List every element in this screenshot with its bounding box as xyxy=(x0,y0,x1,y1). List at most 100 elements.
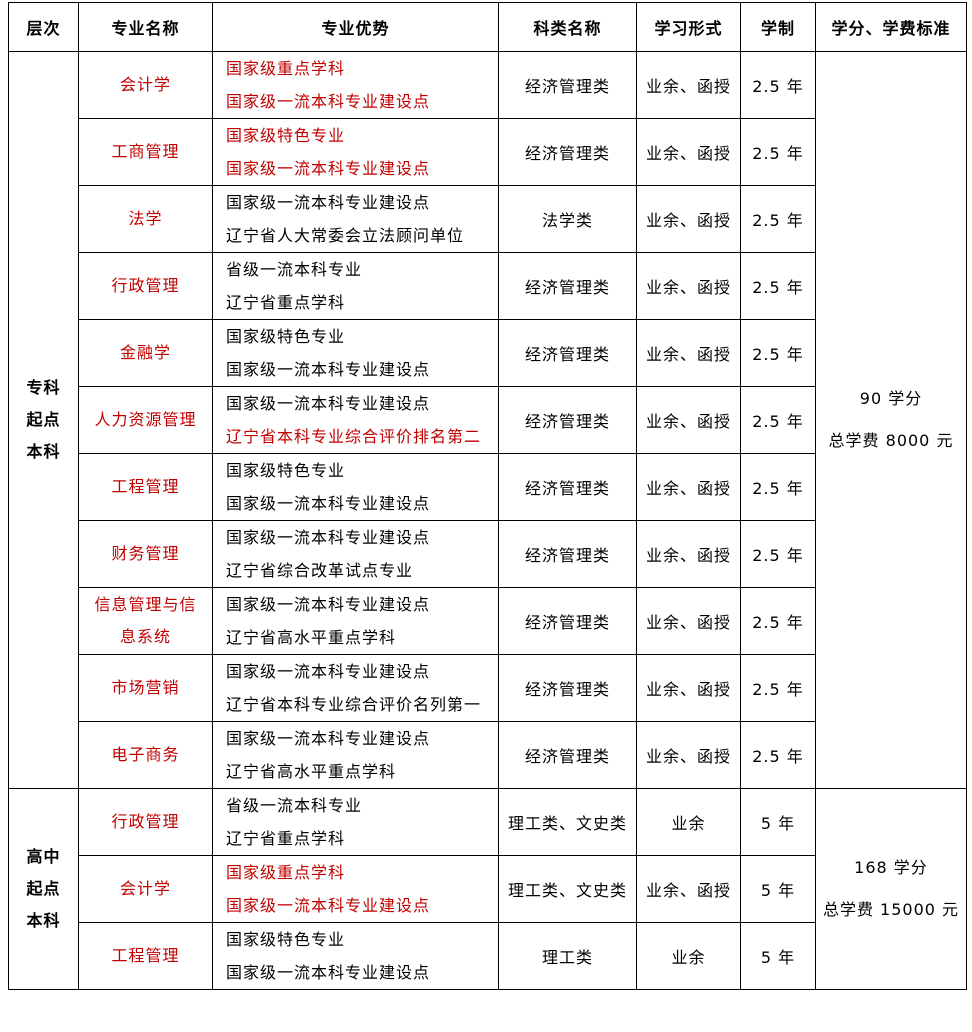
major-name: 会计学 xyxy=(119,75,171,94)
study-form-cell: 业余、函授 xyxy=(636,386,741,454)
header-advantage: 专业优势 xyxy=(212,2,499,52)
credit-fee-line: 总学费 15000 元 xyxy=(822,900,960,919)
advantage-line: 辽宁省高水平重点学科 xyxy=(226,628,397,647)
table-row: 财务管理 国家级一流本科专业建设点 辽宁省综合改革试点专业 经济管理类 业余、函授 2.5… xyxy=(9,520,967,588)
major-name-cell: 市场营销 xyxy=(78,654,213,722)
category-cell: 经济管理类 xyxy=(498,118,637,186)
study-form-cell: 业余、函授 xyxy=(636,319,741,387)
table-row: 电子商务 国家级一流本科专业建设点 辽宁省高水平重点学科 经济管理类 业余、函授 2.5 … xyxy=(9,721,967,789)
category-cell: 经济管理类 xyxy=(498,654,637,722)
study-form-cell: 业余、函授 xyxy=(636,520,741,588)
advantage-line: 国家级一流本科专业建设点 xyxy=(226,662,431,681)
level-label: 起点 xyxy=(26,879,61,898)
major-name: 人力资源管理 xyxy=(94,410,197,429)
study-form-cell: 业余 xyxy=(636,788,741,856)
duration-cell: 5 年 xyxy=(740,855,816,923)
major-name: 会计学 xyxy=(119,879,171,898)
category-cell: 理工类、文史类 xyxy=(498,788,637,856)
table-row: 市场营销 国家级一流本科专业建设点 辽宁省本科专业综合评价名列第一 经济管理类 业余、函… xyxy=(9,654,967,722)
advantage-line: 国家级重点学科 xyxy=(226,863,346,882)
category-cell: 经济管理类 xyxy=(498,520,637,588)
advantage-cell: 国家级重点学科国家级一流本科专业建设点 xyxy=(212,855,499,923)
duration-cell: 2.5 年 xyxy=(740,721,816,789)
major-name: 信息管理与信息系统 xyxy=(94,595,197,646)
duration-cell: 2.5 年 xyxy=(740,386,816,454)
study-form-cell: 业余、函授 xyxy=(636,587,741,655)
duration-cell: 2.5 年 xyxy=(740,319,816,387)
advantage-line: 国家级一流本科专业建设点 xyxy=(226,494,431,513)
duration-cell: 2.5 年 xyxy=(740,453,816,521)
advantage-line: 国家级一流本科专业建设点 xyxy=(226,394,431,413)
advantage-cell: 国家级特色专业国家级一流本科专业建设点 xyxy=(212,453,499,521)
table-row: 工程管理 国家级特色专业 国家级一流本科专业建设点 理工类 业余 5 年 xyxy=(9,922,967,990)
category-cell: 理工类、文史类 xyxy=(498,855,637,923)
header-credit-fee: 学分、学费标准 xyxy=(815,2,967,52)
advantage-line: 国家级一流本科专业建设点 xyxy=(226,595,431,614)
duration-cell: 2.5 年 xyxy=(740,520,816,588)
advantage-line: 辽宁省重点学科 xyxy=(226,293,346,312)
advantage-line: 辽宁省重点学科 xyxy=(226,829,346,848)
advantage-line: 省级一流本科专业 xyxy=(226,796,363,815)
major-name-cell: 行政管理 xyxy=(78,252,213,320)
major-name-cell: 财务管理 xyxy=(78,520,213,588)
major-name-cell: 工程管理 xyxy=(78,453,213,521)
major-name-cell: 会计学 xyxy=(78,51,213,119)
advantage-line: 国家级特色专业 xyxy=(226,461,346,480)
major-name-cell: 人力资源管理 xyxy=(78,386,213,454)
level-label: 本科 xyxy=(26,442,61,461)
category-cell: 经济管理类 xyxy=(498,252,637,320)
duration-cell: 2.5 年 xyxy=(740,654,816,722)
major-name-cell: 法学 xyxy=(78,185,213,253)
level-label: 高中 xyxy=(26,847,61,866)
category-cell: 经济管理类 xyxy=(498,721,637,789)
category-cell: 理工类 xyxy=(498,922,637,990)
major-name: 电子商务 xyxy=(111,745,180,764)
major-name: 金融学 xyxy=(119,343,171,362)
table-row: 工程管理 国家级特色专业 国家级一流本科专业建设点 经济管理类 业余、函授 2.5 年 xyxy=(9,453,967,521)
advantage-cell: 国家级特色专业 国家级一流本科专业建设点 xyxy=(212,118,499,186)
major-name: 行政管理 xyxy=(111,276,180,295)
credit-fee-line: 总学费 8000 元 xyxy=(828,431,954,450)
category-cell: 经济管理类 xyxy=(498,319,637,387)
advantage-cell: 国家级一流本科专业建设点 辽宁省高水平重点学科 xyxy=(212,721,499,789)
table-row: 信息管理与信息系统 国家级一流本科专业建设点 辽宁省高水平重点学科 经济管理类 业余、函… xyxy=(9,587,967,655)
advantage-cell: 国家级特色专业 国家级一流本科专业建设点 xyxy=(212,319,499,387)
advantage-cell: 国家级重点学科 国家级一流本科专业建设点 xyxy=(212,51,499,119)
advantage-line: 辽宁省人大常委会立法顾问单位 xyxy=(226,226,465,245)
table-row: 金融学 国家级特色专业 国家级一流本科专业建设点 经济管理类 业余、函授 2.5 年 xyxy=(9,319,967,387)
advantage-cell: 国家级特色专业 国家级一流本科专业建设点 xyxy=(212,922,499,990)
advantage-line: 国家级一流本科专业建设点 xyxy=(226,159,431,178)
study-form-cell: 业余、函授 xyxy=(636,51,741,119)
table-row: 人力资源管理 国家级一流本科专业建设点 辽宁省本科专业综合评价排名第二 经济管理类 业余… xyxy=(9,386,967,454)
level-label: 起点 xyxy=(26,410,61,429)
major-name: 工商管理 xyxy=(111,142,180,161)
advantage-line: 辽宁省综合改革试点专业 xyxy=(226,561,414,580)
category-cell: 经济管理类 xyxy=(498,386,637,454)
major-name-cell: 会计学 xyxy=(78,855,213,923)
advantage-line: 国家级一流本科专业建设点 xyxy=(226,896,431,915)
header-form: 学习形式 xyxy=(636,2,741,52)
advantage-line: 国家级特色专业 xyxy=(226,327,346,346)
header-row: 层次 专业名称 专业优势 科类名称 学习形式 学制 学分、学费标准 xyxy=(8,2,967,52)
advantage-cell: 国家级一流本科专业建设点 辽宁省本科专业综合评价名列第一 xyxy=(212,654,499,722)
header-category: 科类名称 xyxy=(498,2,637,52)
table-row: 会计学 国家级重点学科 国家级一流本科专业建设点 理工类、文史类 业余、函授 5 年 xyxy=(9,855,967,923)
level-cell: 高中 起点 本科 xyxy=(8,788,79,990)
duration-cell: 2.5 年 xyxy=(740,185,816,253)
major-name: 市场营销 xyxy=(111,678,180,697)
advantage-cell: 省级一流本科专业 辽宁省重点学科 xyxy=(212,252,499,320)
advantage-line: 辽宁省本科专业综合评价排名第二 xyxy=(226,427,482,446)
header-duration: 学制 xyxy=(740,2,816,52)
category-cell: 法学类 xyxy=(498,185,637,253)
major-name-cell: 金融学 xyxy=(78,319,213,387)
advantage-line: 辽宁省高水平重点学科 xyxy=(226,762,397,781)
category-cell: 经济管理类 xyxy=(498,51,637,119)
advantage-line: 省级一流本科专业 xyxy=(226,260,363,279)
credit-fee-cell: 168 学分 总学费 15000 元 xyxy=(815,788,967,990)
credit-fee-line: 90 学分 xyxy=(859,389,923,408)
advantage-cell: 国家级一流本科专业建设点辽宁省本科专业综合评价排名第二 xyxy=(212,386,499,454)
advantage-cell: 国家级一流本科专业建设点 辽宁省人大常委会立法顾问单位 xyxy=(212,185,499,253)
major-name: 工程管理 xyxy=(111,477,180,496)
study-form-cell: 业余、函授 xyxy=(636,185,741,253)
study-form-cell: 业余、函授 xyxy=(636,252,741,320)
